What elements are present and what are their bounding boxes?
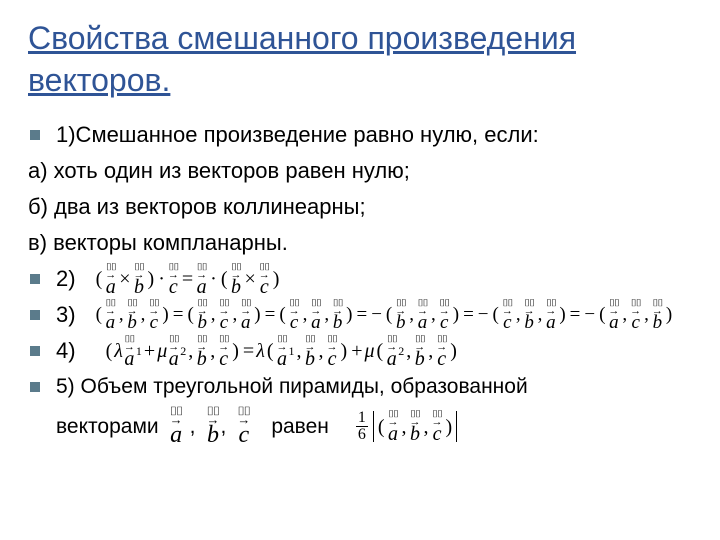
item-1b-text: б) два из векторов коллинеарны; xyxy=(28,192,692,223)
vec-a: ⌷⌷→a xyxy=(105,264,116,295)
comma: , xyxy=(190,412,196,441)
item-4-label: 4) xyxy=(56,336,76,367)
item-2-content: 2) ( ⌷⌷→a × ⌷⌷→b ) · ⌷⌷→c = ⌷⌷→a · ( ⌷⌷→… xyxy=(56,264,692,295)
item-1-text: 1)Смешанное произведение равно нулю, есл… xyxy=(56,120,692,151)
rp: ) xyxy=(273,265,280,293)
item-5-cont: векторами ⌷⌷→a , ⌷⌷→b , ⌷⌷→c равен 1 6 xyxy=(28,407,692,446)
dot-op: · xyxy=(210,265,217,293)
times-op: × xyxy=(244,265,255,293)
abs-brackets: (⌷⌷→a,⌷⌷→b,⌷⌷→c) xyxy=(371,411,459,442)
eq-op: = xyxy=(182,265,193,293)
item-3: 3) (⌷⌷→a,⌷⌷→b,⌷⌷→c) = (⌷⌷→b,⌷⌷→c,⌷⌷→a) =… xyxy=(28,299,692,331)
bullet-icon xyxy=(30,346,40,356)
item-1a-text: а) хоть один из векторов равен нулю; xyxy=(28,156,692,187)
lp: ( xyxy=(221,265,228,293)
formula-2: ( ⌷⌷→a × ⌷⌷→b ) · ⌷⌷→c = ⌷⌷→a · ( ⌷⌷→b ×… xyxy=(94,264,282,295)
vec-b: ⌷⌷→b xyxy=(134,264,145,295)
bullet-icon xyxy=(30,130,40,140)
item-2-label: 2) xyxy=(56,264,76,295)
times-op: × xyxy=(119,265,130,293)
item-5-text-b1: векторами xyxy=(56,412,159,441)
comma: , xyxy=(220,412,226,441)
vec-b: ⌷⌷→b xyxy=(230,264,241,295)
lp: ( xyxy=(96,265,103,293)
vec-a: ⌷⌷→a xyxy=(196,264,207,295)
item-1a: а) хоть один из векторов равен нулю; xyxy=(28,155,692,187)
item-1b: б) два из векторов коллинеарны; xyxy=(28,191,692,223)
slide-title: Свойства смешанного произведения векторо… xyxy=(28,18,692,101)
rp: ) xyxy=(148,265,155,293)
item-1v-text: в) векторы компланарны. xyxy=(28,228,692,259)
bullet-icon xyxy=(30,382,40,392)
item-4: 4) ( λ⌷⌷→a1 + μ⌷⌷→a2 , ⌷⌷→b,⌷⌷→c ) = λ(⌷… xyxy=(28,335,692,367)
item-3-content: 3) (⌷⌷→a,⌷⌷→b,⌷⌷→c) = (⌷⌷→b,⌷⌷→c,⌷⌷→a) =… xyxy=(56,300,692,331)
item-1v: в) векторы компланарны. xyxy=(28,227,692,259)
item-5-text-b2: равен xyxy=(271,412,329,441)
vec-c-big: ⌷⌷→c xyxy=(237,407,250,446)
formula-3: (⌷⌷→a,⌷⌷→b,⌷⌷→c) = (⌷⌷→b,⌷⌷→c,⌷⌷→a) = (⌷… xyxy=(94,300,675,331)
vec-a-big: ⌷⌷→a xyxy=(170,407,183,446)
item-4-content: 4) ( λ⌷⌷→a1 + μ⌷⌷→a2 , ⌷⌷→b,⌷⌷→c ) = λ(⌷… xyxy=(56,336,692,367)
slide: Свойства смешанного произведения векторо… xyxy=(0,0,720,540)
item-2: 2) ( ⌷⌷→a × ⌷⌷→b ) · ⌷⌷→c = ⌷⌷→a · ( ⌷⌷→… xyxy=(28,263,692,295)
formula-5: 1 6 (⌷⌷→a,⌷⌷→b,⌷⌷→c) xyxy=(353,410,459,443)
item-1: 1)Смешанное произведение равно нулю, есл… xyxy=(28,119,692,151)
bullet-icon xyxy=(30,310,40,320)
dot-op: · xyxy=(158,265,165,293)
item-5: 5) Объем треугольной пирамиды, образован… xyxy=(28,371,692,403)
slide-body: 1)Смешанное произведение равно нулю, есл… xyxy=(28,119,692,446)
fraction: 1 6 xyxy=(356,410,368,443)
formula-4: ( λ⌷⌷→a1 + μ⌷⌷→a2 , ⌷⌷→b,⌷⌷→c ) = λ(⌷⌷→a… xyxy=(104,336,459,367)
item-5-content: векторами ⌷⌷→a , ⌷⌷→b , ⌷⌷→c равен 1 6 xyxy=(56,407,692,446)
vec-c: ⌷⌷→c xyxy=(259,264,270,295)
bullet-icon xyxy=(30,274,40,284)
vec-b-big: ⌷⌷→b xyxy=(206,407,219,446)
item-3-label: 3) xyxy=(56,300,76,331)
vec-c: ⌷⌷→c xyxy=(168,264,179,295)
item-5-text-a: 5) Объем треугольной пирамиды, образован… xyxy=(56,372,692,401)
